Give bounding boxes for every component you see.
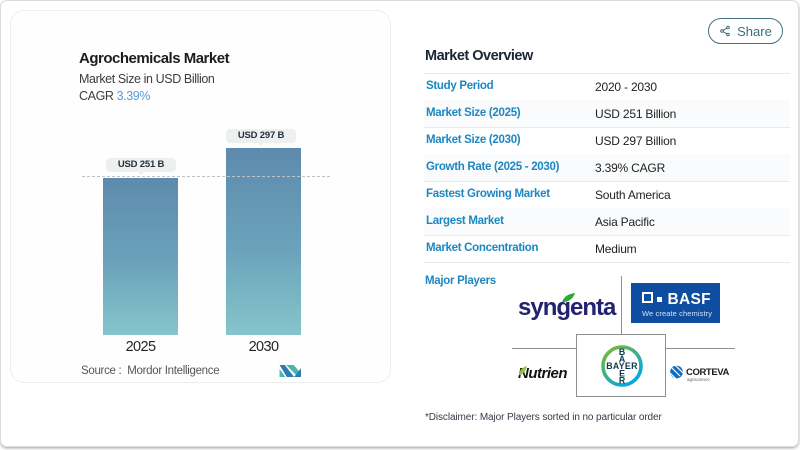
svg-text:R: R (619, 376, 626, 386)
svg-text:A: A (619, 354, 626, 364)
svg-text:E: E (619, 369, 625, 379)
svg-text:B: B (619, 347, 625, 357)
svg-text:BAYER: BAYER (606, 361, 638, 371)
